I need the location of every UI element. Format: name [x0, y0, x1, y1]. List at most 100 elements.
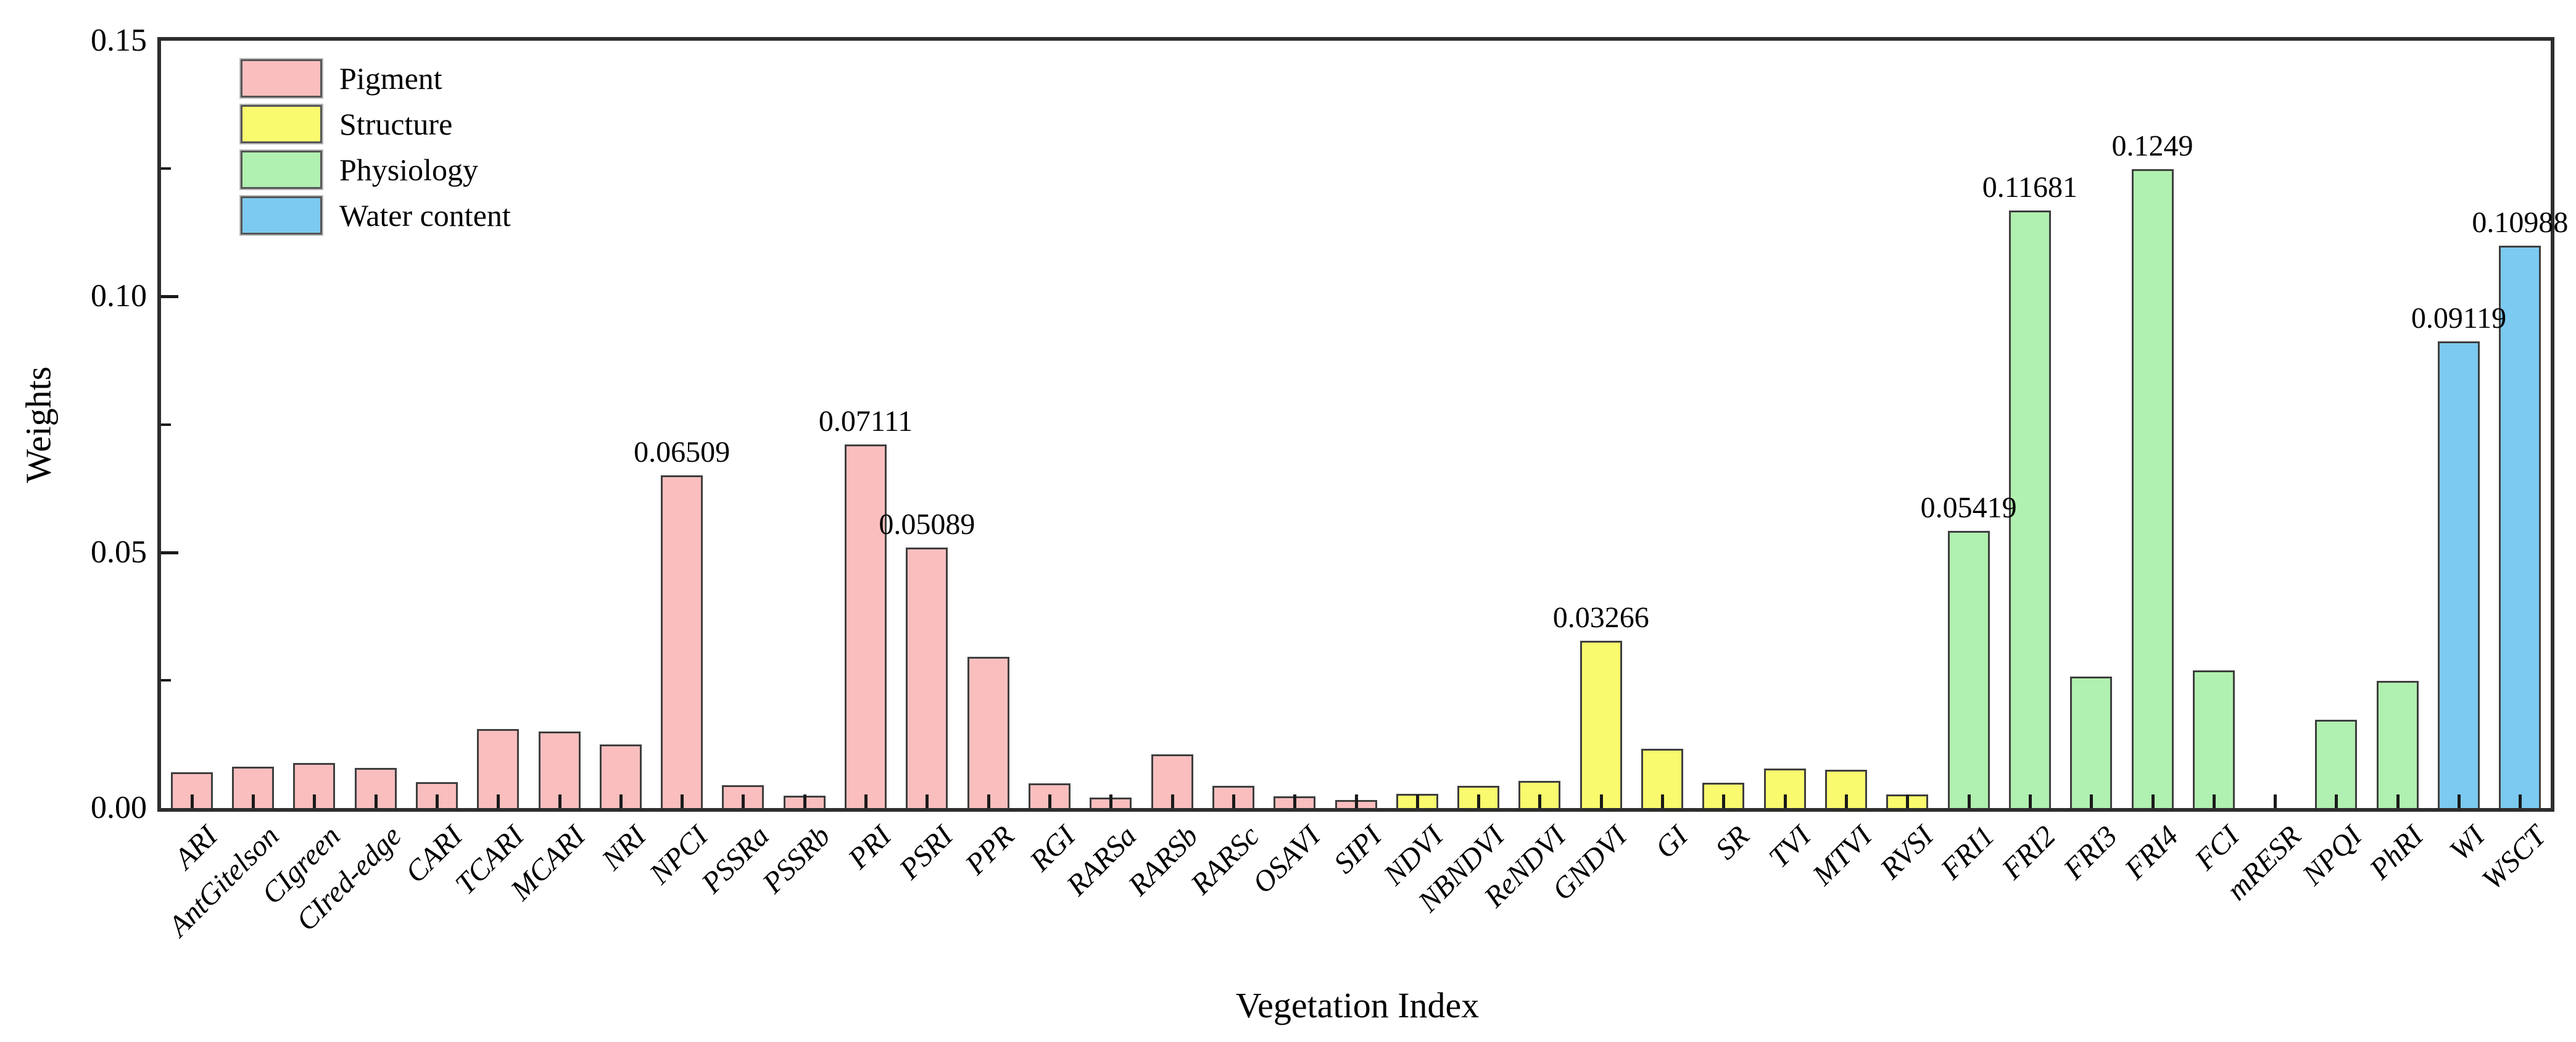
x-tick [1293, 794, 1296, 808]
x-tick [2335, 794, 2338, 808]
x-tick [803, 794, 806, 808]
bar-value-label: 0.11681 [1982, 171, 2077, 204]
x-tick [375, 794, 378, 808]
x-tick [2396, 794, 2400, 808]
x-tick [1048, 794, 1051, 808]
legend-label-pigment: Pigment [339, 61, 442, 96]
x-tick-label: SIPI [1327, 819, 1388, 880]
plot-area [157, 37, 2554, 812]
x-tick-label: WSCT [2475, 819, 2553, 896]
x-tick [252, 794, 255, 808]
x-tick [558, 794, 561, 808]
y-tick-label: 0.15 [91, 23, 147, 58]
x-tick [2090, 794, 2093, 808]
y-minor-tick [161, 167, 171, 170]
x-axis-title: Vegetation Index [1235, 985, 1480, 1025]
bar-FCI [2193, 670, 2235, 808]
x-tick [1171, 794, 1174, 808]
bar-FRI2 [2009, 210, 2051, 808]
legend-label-water-content: Water content [339, 198, 511, 233]
x-tick-label: GI [1649, 819, 1695, 865]
x-tick [436, 794, 439, 808]
x-tick [1845, 794, 1848, 808]
x-tick [191, 794, 194, 808]
x-tick [1600, 794, 1603, 808]
bar-value-label: 0.03266 [1552, 601, 1649, 635]
x-tick [2519, 794, 2522, 808]
x-tick-label: WI [2443, 819, 2491, 867]
legend-swatch-physiology [239, 149, 323, 190]
bar-GNDVI [1580, 641, 1622, 808]
x-tick [497, 794, 500, 808]
x-tick [1538, 794, 1541, 808]
x-tick-label: OSAVI [1246, 819, 1327, 900]
x-tick [2458, 794, 2461, 808]
x-tick [2151, 794, 2155, 808]
x-tick-label: RARSc [1184, 819, 1265, 901]
x-tick [1416, 794, 1419, 808]
bar-value-label: 0.1249 [2111, 129, 2193, 162]
legend-swatch-pigment [239, 58, 323, 99]
x-tick-label: PSSRa [695, 819, 776, 900]
x-tick [2213, 794, 2216, 808]
bar-NPQI [2315, 720, 2357, 808]
x-tick-label: SR [1709, 819, 1756, 866]
legend-swatch-water-content [239, 195, 323, 236]
bar-value-label: 0.05419 [1920, 491, 2017, 524]
x-tick-label: NPQI [2296, 819, 2369, 892]
y-tick-label: 0.10 [91, 278, 147, 314]
x-tick [313, 794, 316, 808]
x-tick [1784, 794, 1787, 808]
x-tick [926, 794, 929, 808]
y-major-tick [161, 295, 178, 299]
y-tick-label: 0.05 [91, 534, 147, 570]
bar-PRI [845, 444, 887, 808]
y-minor-tick [161, 423, 171, 426]
bar-PSRI [906, 548, 948, 808]
x-tick-label: PPR [959, 819, 1021, 882]
x-tick-label: FRI4 [2118, 819, 2185, 886]
y-major-tick [161, 551, 178, 554]
x-tick [1661, 794, 1664, 808]
x-tick [1355, 794, 1358, 808]
x-tick [864, 794, 868, 808]
x-tick [1109, 794, 1112, 808]
x-tick-label: PSRI [893, 819, 959, 886]
x-tick [2029, 794, 2032, 808]
x-tick-label: RVSI [1873, 819, 1940, 886]
legend-label-physiology: Physiology [339, 152, 479, 187]
y-axis-title: Weights [18, 366, 59, 483]
bar-FRI1 [1948, 531, 1990, 808]
bar-PhRI [2377, 681, 2419, 808]
x-tick [681, 794, 684, 808]
bar-value-label: 0.06509 [634, 435, 731, 469]
x-tick [742, 794, 745, 808]
bar-value-label: 0.07111 [818, 404, 913, 438]
bar-value-label: 0.10988 [2472, 206, 2569, 240]
x-tick [1968, 794, 1971, 808]
x-tick-label: PSSRb [756, 819, 837, 900]
bar-FRI3 [2070, 677, 2112, 808]
x-tick-label: RARSb [1122, 819, 1204, 902]
x-tick [1906, 794, 1909, 808]
x-tick-label: MTVI [1806, 819, 1879, 892]
x-tick-label: RARSa [1060, 819, 1143, 902]
legend-label-structure: Structure [339, 107, 453, 141]
x-tick-label: FRI3 [2057, 819, 2124, 886]
legend: Pigment Structure Physiology Water conte… [239, 58, 511, 241]
y-tick-label: 0.00 [91, 790, 147, 825]
bar-WI [2438, 341, 2480, 808]
bar-MCARI [539, 731, 581, 808]
x-tick-label: FRI2 [1995, 819, 2062, 886]
bar-FRI4 [2132, 169, 2174, 808]
bar-PPR [967, 657, 1009, 808]
bar-WSCT [2499, 246, 2541, 808]
x-tick [1477, 794, 1480, 808]
legend-item-pigment: Pigment [239, 58, 511, 99]
x-tick-label: FRI1 [1934, 819, 2001, 886]
bar-value-label: 0.09119 [2411, 302, 2507, 335]
x-tick [987, 794, 990, 808]
legend-item-physiology: Physiology [239, 149, 511, 190]
x-tick [619, 794, 623, 808]
